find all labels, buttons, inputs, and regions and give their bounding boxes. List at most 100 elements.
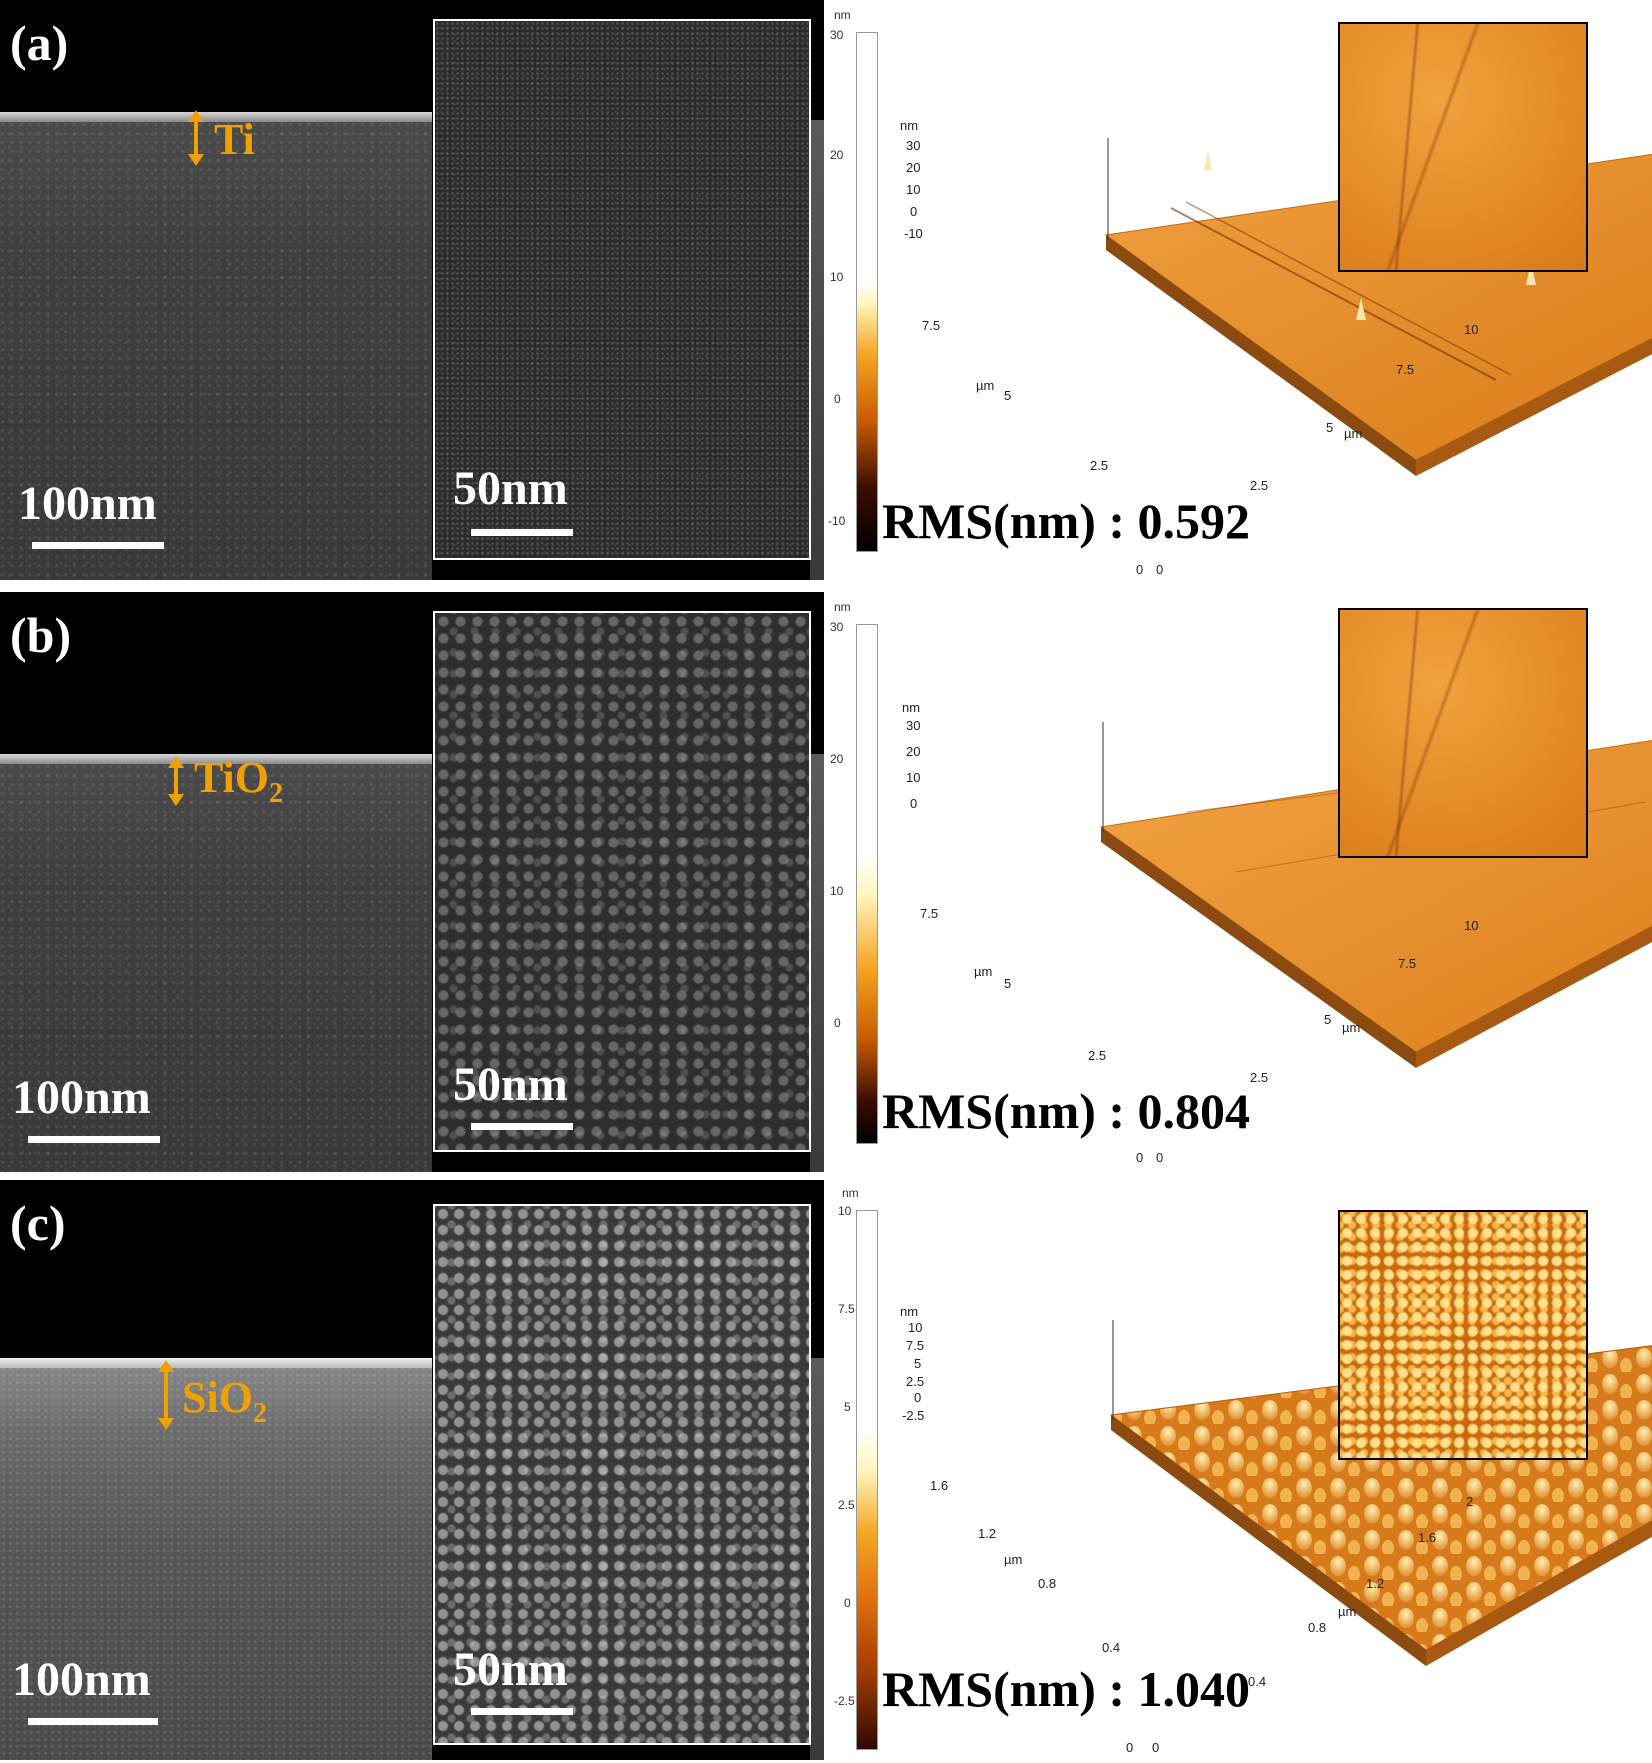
afm-inset-b <box>1338 608 1588 858</box>
afm-y-unit: µm <box>974 964 993 979</box>
sem-inset-b: 50nm <box>433 611 811 1152</box>
inset-scale-label: 50nm <box>453 462 568 515</box>
sem-image-c: (c) SiO2 100nm 50nm <box>0 1180 824 1760</box>
afm-x-tick: 7.5 <box>1398 956 1417 971</box>
sem-edge-c <box>810 1358 824 1760</box>
inset-scale-label: 50nm <box>453 1643 568 1696</box>
afm-z-tick: 30 <box>906 718 921 733</box>
sem-scale-bar <box>28 1718 158 1725</box>
color-scale-tick: 30 <box>830 28 844 42</box>
afm-z-tick: 10 <box>908 1320 923 1335</box>
color-scale-tick: 0 <box>834 1016 841 1030</box>
afm-y-tick: 5 <box>1004 976 1012 991</box>
afm-a: nm 30 20 10 0 -10 nm 30 20 10 0 <box>826 0 1652 583</box>
layer-thickness-arrow-icon <box>188 110 204 166</box>
afm-y-tick: 0 <box>1136 562 1144 577</box>
color-scale-tick: 7.5 <box>838 1302 855 1316</box>
sem-film-a <box>0 112 432 580</box>
afm-z-tick: 20 <box>906 160 921 175</box>
sem-film-c <box>0 1358 432 1760</box>
afm-y-tick: 2.5 <box>1090 458 1109 473</box>
color-scale-tick: 0 <box>834 392 841 406</box>
afm-x-tick: 0 <box>1156 562 1164 577</box>
afm-x-tick: 2.5 <box>1250 478 1269 493</box>
color-scale-tick: 0 <box>844 1596 851 1610</box>
color-scale-unit: nm <box>834 8 851 22</box>
color-scale-unit: nm <box>842 1186 859 1200</box>
sem-edge-a <box>810 120 824 580</box>
afm-z-tick: 0 <box>910 796 918 811</box>
panel-label: (c) <box>10 1195 66 1251</box>
sem-edge-b <box>810 754 824 1172</box>
color-scale-tick: 10 <box>830 270 844 284</box>
panel-label: (a) <box>10 15 69 71</box>
sem-image-a: (a) Ti 100nm 50nm <box>0 0 824 580</box>
color-scale-tick: -10 <box>828 514 846 528</box>
afm-z-tick: 20 <box>906 744 921 759</box>
color-scale-tick: 20 <box>830 148 844 162</box>
panel-c: (c) SiO2 100nm 50nm nm 10 7.5 5 2.5 0 -2… <box>0 1180 1652 1763</box>
afm-x-tick: 1.2 <box>1366 1576 1385 1591</box>
sem-inset-a: 50nm <box>433 19 811 560</box>
color-scale-unit: nm <box>834 600 851 614</box>
color-scale-tick: -2.5 <box>834 1694 855 1708</box>
layer-thickness-arrow-icon <box>158 1360 174 1430</box>
panel-b: (b) TiO2 100nm 50nm nm 30 20 10 0 <box>0 592 1652 1175</box>
afm-c: nm 10 7.5 5 2.5 0 -2.5 nm 10 7. <box>826 1180 1652 1763</box>
color-scale-tick: 10 <box>830 884 844 898</box>
inset-scale-label: 50nm <box>453 1058 568 1111</box>
afm-y-tick: 0.8 <box>1038 1576 1057 1591</box>
afm-b: nm 30 20 10 0 nm 30 20 10 0 7.5 µm 5 2.5… <box>826 592 1652 1175</box>
afm-z-tick: -2.5 <box>902 1408 925 1423</box>
color-scale-bar <box>856 624 878 1144</box>
inset-scale-bar <box>471 1123 573 1130</box>
afm-x-tick: 5 <box>1326 420 1334 435</box>
layer-thickness-arrow-icon <box>168 756 184 806</box>
rms-value-label: RMS(nm) : 0.804 <box>882 1083 1251 1139</box>
afm-y-unit: µm <box>976 378 995 393</box>
sem-scale-label: 100nm <box>12 1653 151 1706</box>
inset-scale-bar <box>471 1708 573 1715</box>
sem-scale-bar <box>28 1136 160 1143</box>
sem-image-b: (b) TiO2 100nm 50nm <box>0 592 824 1172</box>
afm-x-tick: 10 <box>1464 322 1479 337</box>
layer-label: TiO2 <box>194 753 284 809</box>
color-scale-tick: 30 <box>830 620 844 634</box>
afm-x-unit: µm <box>1342 1020 1361 1035</box>
afm-z-tick: 30 <box>906 138 921 153</box>
afm-inset-c <box>1338 1210 1588 1460</box>
color-scale-bar <box>856 32 878 552</box>
afm-z-tick: 0 <box>910 204 918 219</box>
afm-z-tick: -10 <box>904 226 923 241</box>
afm-z-tick: 0 <box>914 1390 922 1405</box>
afm-y-tick: 0.4 <box>1102 1640 1121 1655</box>
panel-label: (b) <box>10 607 72 663</box>
afm-z-tick: 10 <box>906 182 921 197</box>
afm-x-tick: 7.5 <box>1396 362 1415 377</box>
afm-y-tick: 0 <box>1126 1740 1134 1755</box>
afm-y-tick: 5 <box>1004 388 1012 403</box>
afm-y-tick: 2.5 <box>1088 1048 1107 1063</box>
afm-z-tick: 5 <box>914 1356 922 1371</box>
color-scale-tick: 2.5 <box>838 1498 855 1512</box>
rms-value-label: RMS(nm) : 0.592 <box>882 493 1251 549</box>
afm-y-tick: 0 <box>1136 1150 1144 1165</box>
afm-z-tick: 7.5 <box>906 1338 925 1353</box>
sem-film-b <box>0 754 432 1172</box>
afm-x-tick: 0 <box>1152 1740 1160 1755</box>
color-scale-bar <box>856 1210 878 1750</box>
sem-scale-label: 100nm <box>12 1071 151 1124</box>
layer-label: SiO2 <box>182 1373 267 1429</box>
afm-x-tick: 5 <box>1324 1012 1332 1027</box>
afm-x-tick: 10 <box>1464 918 1479 933</box>
afm-inset-a <box>1338 22 1588 272</box>
color-scale-tick: 20 <box>830 752 844 766</box>
sem-scale-label: 100nm <box>18 477 157 530</box>
afm-x-unit: µm <box>1344 426 1363 441</box>
afm-z-unit: nm <box>900 1304 919 1319</box>
afm-y-tick: 7.5 <box>922 318 941 333</box>
afm-x-tick: 0.4 <box>1248 1674 1267 1689</box>
inset-scale-bar <box>471 529 573 536</box>
afm-y-tick: 1.2 <box>978 1526 997 1541</box>
afm-y-tick: 7.5 <box>920 906 939 921</box>
